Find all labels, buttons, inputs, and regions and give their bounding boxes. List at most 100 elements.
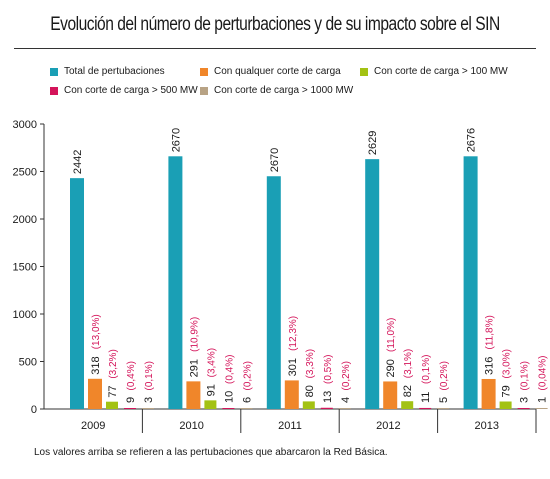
bar <box>186 381 201 409</box>
percent-label: (11,8%) <box>485 315 496 349</box>
percent-label: (12,3%) <box>288 316 299 351</box>
bar <box>517 408 530 409</box>
data-label: 91 <box>205 384 217 396</box>
data-label: 80 <box>304 385 316 397</box>
bar <box>240 408 253 409</box>
legend-item: Con qualquer corte de carga <box>200 66 341 77</box>
bar <box>437 408 450 409</box>
x-tick-label: 2009 <box>81 420 105 432</box>
x-tick-label: 2013 <box>475 420 499 432</box>
bar <box>70 178 84 409</box>
data-label: 316 <box>484 357 496 375</box>
data-label: 291 <box>188 359 200 377</box>
bar <box>302 401 315 409</box>
data-label: 6 <box>241 397 253 403</box>
data-label: 290 <box>385 359 397 377</box>
data-label: 13 <box>322 391 334 403</box>
bar <box>320 407 333 409</box>
y-tick-label: 1500 <box>13 262 37 274</box>
percent-label: (0,2%) <box>242 361 253 390</box>
bar <box>401 401 414 409</box>
data-label: 10 <box>223 391 235 403</box>
percent-label: (0,1%) <box>421 355 432 384</box>
legend-swatch <box>200 86 208 95</box>
data-label: 82 <box>402 385 414 397</box>
legend-label: Con corte de carga > 1000 MW <box>214 85 354 96</box>
data-label: 2670 <box>170 128 182 152</box>
title-divider-top <box>14 48 536 49</box>
data-label: 301 <box>287 358 299 376</box>
bar <box>106 401 118 409</box>
data-label: 11 <box>420 392 432 403</box>
bar <box>204 400 217 409</box>
bar <box>481 378 496 409</box>
legend-label: Con qualquer corte de carga <box>214 66 341 77</box>
y-tick-label: 2500 <box>13 167 37 179</box>
legend-swatch <box>50 86 58 95</box>
data-label: 2670 <box>269 148 281 172</box>
percent-label: (11,0%) <box>386 318 397 352</box>
bar <box>463 156 478 409</box>
legend-item: Con corte de carga > 1000 MW <box>200 85 353 96</box>
y-tick-label: 3000 <box>13 119 37 131</box>
percent-label: (0,04%) <box>538 355 549 390</box>
bar <box>168 156 183 409</box>
legend-label: Total de pertubaciones <box>64 66 165 77</box>
percent-label: (3,4%) <box>206 348 217 377</box>
bar <box>419 407 432 409</box>
data-label: 77 <box>107 385 119 397</box>
legend-label: Con corte de carga > 100 MW <box>374 66 508 77</box>
data-label: 2442 <box>72 150 84 174</box>
bar <box>365 159 380 409</box>
percent-label: (0,1%) <box>144 361 155 390</box>
bar <box>284 380 299 409</box>
chart-title: Evolución del número de perturbaciones y… <box>50 14 500 35</box>
percent-label: (3,1%) <box>403 349 414 378</box>
bar <box>124 408 136 409</box>
bar <box>535 408 548 409</box>
chart-footnote: Los valores arriba se refieren a las per… <box>34 447 388 458</box>
data-label: 4 <box>340 397 352 403</box>
data-label: 318 <box>90 356 102 374</box>
data-label: 9 <box>125 397 137 403</box>
percent-label: (3,0%) <box>502 349 513 378</box>
data-label: 3 <box>519 397 531 403</box>
percent-label: (0,1%) <box>520 361 531 390</box>
legend-item: Con corte de carga > 100 MW <box>360 66 508 77</box>
percent-label: (10,9%) <box>189 317 200 352</box>
data-label: 2676 <box>466 128 478 152</box>
legend-item: Total de pertubaciones <box>50 66 165 77</box>
percent-label: (13,0%) <box>91 314 102 349</box>
legend-swatch <box>50 67 58 76</box>
data-label: 2629 <box>367 131 379 155</box>
y-tick-label: 500 <box>19 357 37 369</box>
bar <box>383 381 398 409</box>
data-label: 5 <box>438 397 450 403</box>
x-tick-label: 2010 <box>179 420 203 432</box>
legend-swatch <box>200 67 208 76</box>
x-tick-label: 2012 <box>376 420 400 432</box>
bar <box>222 408 235 409</box>
y-tick-label: 2000 <box>13 214 37 226</box>
bar <box>338 408 351 409</box>
x-tick-label: 2011 <box>278 420 302 432</box>
bar <box>266 176 281 409</box>
legend-swatch <box>360 67 368 76</box>
percent-label: (0,4%) <box>126 361 137 390</box>
percent-label: (0,4%) <box>224 355 235 384</box>
data-label: 1 <box>537 397 549 403</box>
chart-legend: Total de pertubaciones Con qualquer corte… <box>50 66 540 106</box>
y-tick-label: 1000 <box>13 309 37 321</box>
bar <box>88 378 102 409</box>
percent-label: (3,3%) <box>305 349 316 378</box>
percent-label: (0,2%) <box>439 361 450 390</box>
bar <box>499 401 512 409</box>
data-label: 3 <box>143 397 155 403</box>
percent-label: (0,5%) <box>323 355 334 384</box>
legend-label: Con corte de carga > 500 MW <box>64 85 198 96</box>
data-label: 79 <box>501 385 513 397</box>
percent-label: (0,2%) <box>341 361 352 390</box>
bar <box>142 408 154 409</box>
y-tick-label: 0 <box>31 404 37 416</box>
